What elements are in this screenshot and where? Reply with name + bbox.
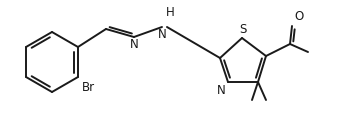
Text: S: S xyxy=(239,23,247,36)
Text: N: N xyxy=(130,38,138,51)
Text: N: N xyxy=(157,28,166,41)
Text: H: H xyxy=(166,6,174,19)
Text: N: N xyxy=(217,84,226,97)
Text: O: O xyxy=(294,10,303,23)
Text: Br: Br xyxy=(82,81,95,94)
